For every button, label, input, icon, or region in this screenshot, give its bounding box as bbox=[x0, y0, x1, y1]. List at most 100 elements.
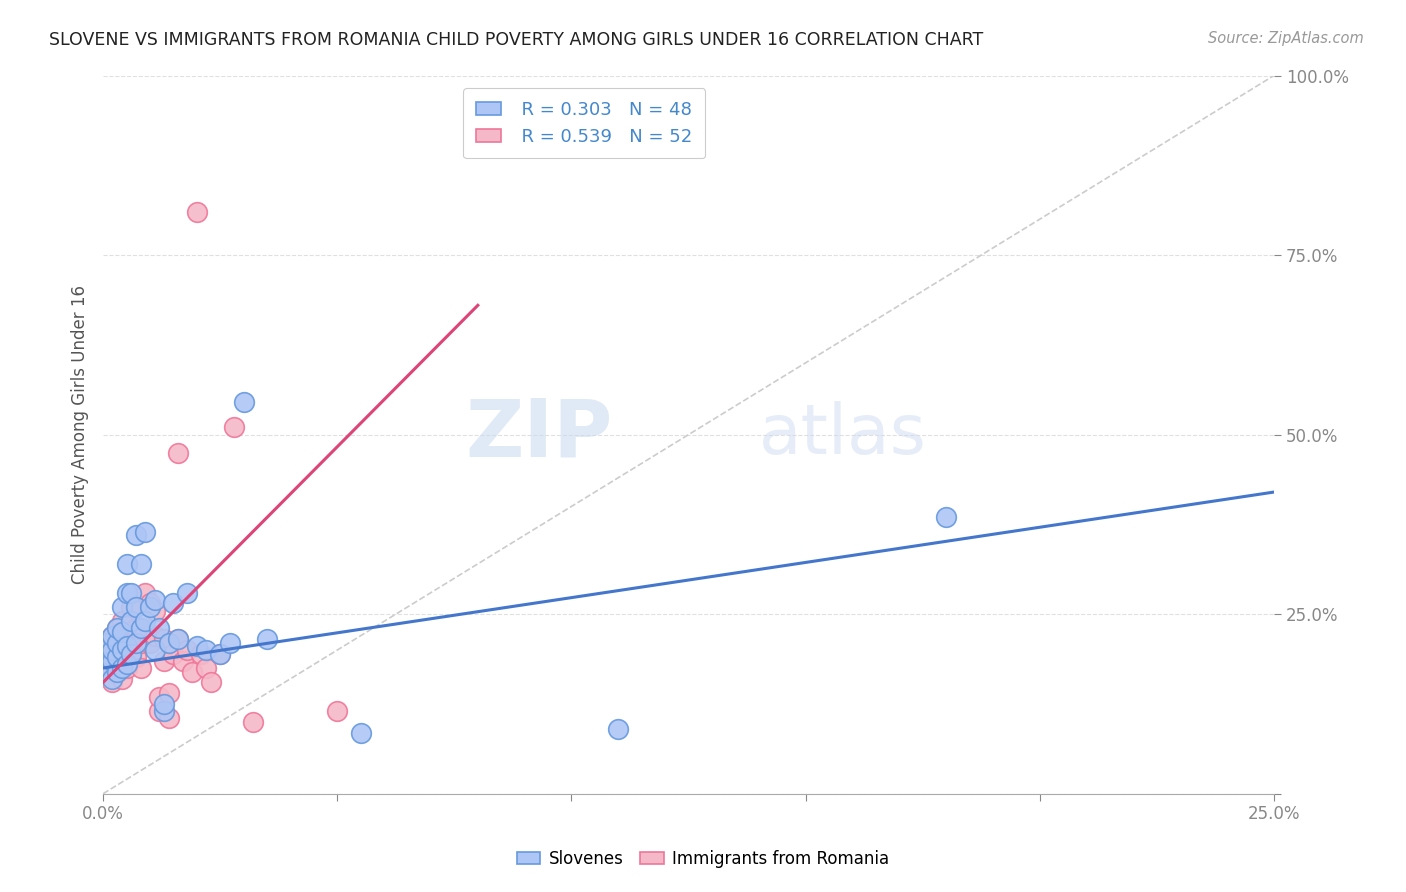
Point bbox=[143, 592, 166, 607]
Point bbox=[101, 654, 124, 668]
Point bbox=[125, 650, 148, 665]
Point bbox=[181, 665, 204, 679]
Point bbox=[101, 629, 124, 643]
Point bbox=[157, 711, 180, 725]
Point bbox=[139, 596, 162, 610]
Point bbox=[176, 585, 198, 599]
Point bbox=[105, 636, 128, 650]
Point bbox=[224, 420, 246, 434]
Point bbox=[134, 524, 156, 539]
Point bbox=[105, 622, 128, 636]
Point bbox=[120, 615, 142, 629]
Point bbox=[120, 647, 142, 661]
Point bbox=[97, 636, 120, 650]
Point bbox=[157, 636, 180, 650]
Point bbox=[97, 647, 120, 661]
Point bbox=[139, 636, 162, 650]
Point bbox=[125, 599, 148, 614]
Point bbox=[148, 622, 170, 636]
Text: ZIP: ZIP bbox=[465, 395, 613, 474]
Point bbox=[256, 632, 278, 647]
Point bbox=[101, 629, 124, 643]
Point bbox=[153, 704, 176, 718]
Point bbox=[105, 665, 128, 679]
Point bbox=[172, 654, 194, 668]
Legend: Slovenes, Immigrants from Romania: Slovenes, Immigrants from Romania bbox=[510, 844, 896, 875]
Point bbox=[153, 654, 176, 668]
Point bbox=[167, 632, 190, 647]
Point bbox=[326, 704, 349, 718]
Point bbox=[200, 675, 222, 690]
Point bbox=[111, 636, 134, 650]
Point bbox=[190, 647, 212, 661]
Point bbox=[105, 665, 128, 679]
Point bbox=[134, 585, 156, 599]
Point bbox=[115, 661, 138, 675]
Point bbox=[120, 629, 142, 643]
Point bbox=[195, 643, 218, 657]
Point bbox=[143, 603, 166, 617]
Point bbox=[162, 647, 184, 661]
Point bbox=[129, 661, 152, 675]
Point bbox=[101, 643, 124, 657]
Point bbox=[111, 672, 134, 686]
Point bbox=[157, 686, 180, 700]
Point bbox=[115, 557, 138, 571]
Point bbox=[97, 636, 120, 650]
Point bbox=[111, 654, 134, 668]
Point bbox=[143, 643, 166, 657]
Point bbox=[105, 636, 128, 650]
Point bbox=[101, 640, 124, 654]
Point bbox=[242, 714, 264, 729]
Point bbox=[167, 445, 190, 459]
Point bbox=[120, 599, 142, 614]
Point bbox=[125, 636, 148, 650]
Point bbox=[176, 643, 198, 657]
Point bbox=[129, 636, 152, 650]
Point bbox=[115, 625, 138, 640]
Point bbox=[115, 585, 138, 599]
Point bbox=[153, 697, 176, 711]
Point bbox=[115, 657, 138, 672]
Point bbox=[105, 622, 128, 636]
Point bbox=[105, 654, 128, 668]
Point bbox=[115, 643, 138, 657]
Point bbox=[111, 625, 134, 640]
Legend:   R = 0.303   N = 48,   R = 0.539   N = 52: R = 0.303 N = 48, R = 0.539 N = 52 bbox=[464, 88, 706, 159]
Point bbox=[101, 661, 124, 675]
Point bbox=[143, 629, 166, 643]
Point bbox=[125, 528, 148, 542]
Point bbox=[111, 661, 134, 675]
Point bbox=[115, 640, 138, 654]
Point bbox=[935, 510, 957, 524]
Point bbox=[186, 205, 208, 219]
Point bbox=[153, 632, 176, 647]
Point bbox=[97, 661, 120, 675]
Point bbox=[120, 585, 142, 599]
Point bbox=[105, 650, 128, 665]
Text: Source: ZipAtlas.com: Source: ZipAtlas.com bbox=[1208, 31, 1364, 46]
Point bbox=[607, 722, 630, 736]
Text: SLOVENE VS IMMIGRANTS FROM ROMANIA CHILD POVERTY AMONG GIRLS UNDER 16 CORRELATIO: SLOVENE VS IMMIGRANTS FROM ROMANIA CHILD… bbox=[49, 31, 983, 49]
Point bbox=[125, 622, 148, 636]
Text: atlas: atlas bbox=[759, 401, 927, 468]
Point bbox=[148, 704, 170, 718]
Point bbox=[111, 643, 134, 657]
Point bbox=[97, 654, 120, 668]
Point bbox=[209, 647, 232, 661]
Point bbox=[218, 636, 240, 650]
Y-axis label: Child Poverty Among Girls Under 16: Child Poverty Among Girls Under 16 bbox=[72, 285, 89, 584]
Point bbox=[129, 557, 152, 571]
Point bbox=[350, 725, 373, 739]
Point bbox=[97, 668, 120, 682]
Point bbox=[148, 690, 170, 704]
Point bbox=[111, 615, 134, 629]
Point bbox=[209, 647, 232, 661]
Point bbox=[162, 596, 184, 610]
Point bbox=[167, 632, 190, 647]
Point bbox=[129, 622, 152, 636]
Point bbox=[195, 661, 218, 675]
Point bbox=[101, 672, 124, 686]
Point bbox=[139, 599, 162, 614]
Point bbox=[120, 647, 142, 661]
